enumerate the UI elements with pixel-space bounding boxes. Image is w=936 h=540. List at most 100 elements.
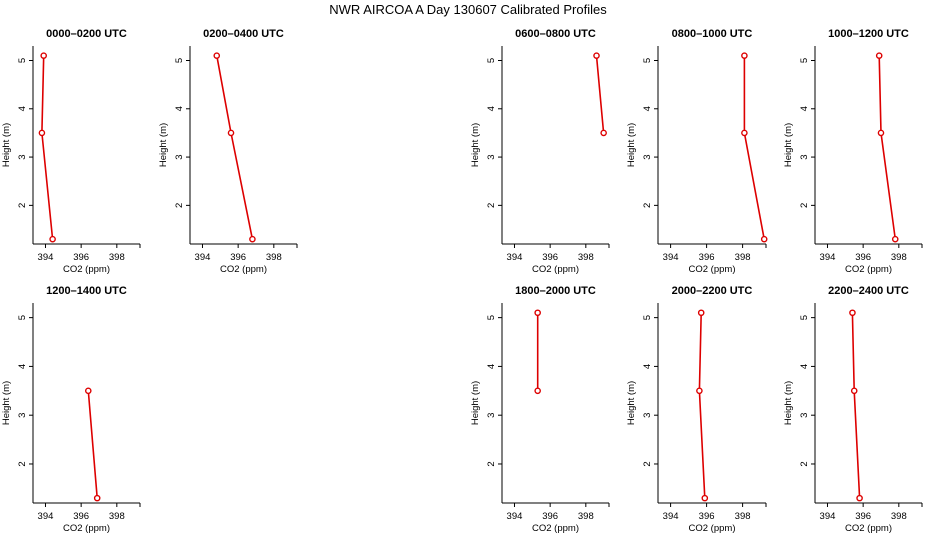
y-tick-label: 5	[17, 58, 28, 63]
x-axis-label: CO2 (ppm)	[63, 264, 110, 275]
panel-title: 0600–0800 UTC	[515, 28, 596, 40]
x-tick-label: 394	[663, 252, 679, 263]
y-tick-label: 2	[642, 461, 653, 466]
y-tick-label: 3	[799, 413, 810, 418]
x-tick-label: 398	[891, 252, 907, 263]
panel-title: 0000–0200 UTC	[46, 28, 127, 40]
x-tick-label: 398	[735, 511, 751, 522]
x-tick-label: 396	[855, 252, 871, 263]
y-axis-label: Height (m)	[626, 381, 637, 425]
x-tick-label: 394	[820, 252, 836, 263]
panels-group: 0000–0200 UTC 394 396 398 2 3 4 5 CO2 (ppm) Heigh…	[1, 28, 923, 534]
y-axis-label: Height (m)	[1, 123, 12, 167]
y-tick-label: 4	[642, 106, 653, 111]
data-point	[534, 387, 541, 395]
panel-title: 1000–1200 UTC	[828, 28, 909, 40]
y-tick-label: 5	[642, 315, 653, 320]
profile-line	[41, 55, 54, 240]
x-tick-label: 396	[230, 252, 246, 263]
data-point	[38, 129, 46, 137]
x-tick-label: 396	[855, 511, 871, 522]
y-tick-label: 5	[486, 315, 497, 320]
x-axis-label: CO2 (ppm)	[63, 523, 110, 534]
x-tick-label: 398	[266, 252, 282, 263]
panel-title: 1800–2000 UTC	[515, 285, 596, 297]
y-tick-label: 3	[17, 154, 28, 159]
y-tick-label: 2	[799, 461, 810, 466]
y-tick-label: 2	[174, 203, 185, 208]
x-axis-label: CO2 (ppm)	[689, 523, 736, 534]
x-axis-label: CO2 (ppm)	[532, 264, 579, 275]
y-axis-label: Height (m)	[626, 123, 637, 167]
y-tick-label: 3	[799, 154, 810, 159]
profile-line	[216, 55, 254, 240]
profile-panel: 2000–2200 UTC 394 396 398 2 3 4 5 CO2 (ppm) Heigh…	[626, 285, 767, 534]
profile-panel: 1800–2000 UTC 394 396 398 2 3 4 5 CO2 (ppm) Heigh…	[470, 285, 610, 534]
y-tick-label: 4	[799, 106, 810, 111]
profile-panel: 0600–0800 UTC 394 396 398 2 3 4 5 CO2 (ppm) Heigh…	[470, 28, 610, 275]
x-tick-label: 398	[109, 511, 125, 522]
profile-line	[87, 390, 98, 499]
x-axis-label: CO2 (ppm)	[220, 264, 267, 275]
data-point	[227, 129, 235, 137]
data-point	[84, 387, 92, 395]
data-point	[249, 235, 256, 243]
panel-title: 1200–1400 UTC	[46, 285, 127, 297]
data-point	[760, 235, 768, 243]
profile-line	[851, 312, 861, 499]
data-point	[49, 235, 56, 243]
y-tick-label: 4	[174, 106, 185, 111]
y-tick-label: 4	[642, 364, 653, 369]
y-axis-label: Height (m)	[470, 123, 481, 167]
profile-panel: 1200–1400 UTC 394 396 398 2 3 4 5 CO2 (ppm) Heigh…	[1, 285, 141, 534]
data-point	[701, 494, 709, 502]
y-tick-label: 5	[486, 58, 497, 63]
data-point	[696, 387, 703, 395]
data-point	[40, 52, 48, 59]
profile-panel: 1000–1200 UTC 394 396 398 2 3 4 5 CO2 (ppm) Heigh…	[783, 28, 923, 275]
panel-title: 2200–2400 UTC	[828, 285, 909, 297]
y-tick-label: 5	[799, 58, 810, 63]
data-point	[593, 52, 600, 59]
data-point	[600, 129, 607, 137]
y-tick-label: 2	[17, 461, 28, 466]
y-axis-label: Height (m)	[470, 381, 481, 425]
data-point	[93, 494, 101, 502]
y-tick-label: 2	[486, 461, 497, 466]
profile-line	[878, 55, 897, 240]
y-tick-label: 4	[486, 106, 497, 111]
y-tick-label: 3	[486, 413, 497, 418]
profile-panel: 2200–2400 UTC 394 396 398 2 3 4 5 CO2 (ppm) Heigh…	[783, 285, 923, 534]
y-axis-label: Height (m)	[158, 123, 169, 167]
data-point	[891, 235, 899, 243]
profile-panel: 0200–0400 UTC 394 396 398 2 3 4 5 CO2 (ppm) Heigh…	[158, 28, 298, 275]
data-point	[534, 309, 541, 317]
y-tick-label: 4	[486, 364, 497, 369]
x-tick-label: 394	[507, 511, 523, 522]
y-tick-label: 5	[174, 58, 185, 63]
data-point	[849, 309, 856, 317]
profile-line	[595, 55, 605, 133]
y-tick-label: 4	[799, 364, 810, 369]
x-tick-label: 396	[73, 252, 89, 263]
y-tick-label: 2	[486, 203, 497, 208]
profile-panel: 0000–0200 UTC 394 396 398 2 3 4 5 CO2 (ppm) Heigh…	[1, 28, 141, 275]
x-axis-label: CO2 (ppm)	[845, 523, 892, 534]
panel-title: 0800–1000 UTC	[672, 28, 753, 40]
y-tick-label: 5	[642, 58, 653, 63]
data-point	[877, 129, 885, 137]
x-tick-label: 396	[542, 511, 558, 522]
x-tick-label: 398	[735, 252, 751, 263]
x-axis-label: CO2 (ppm)	[845, 264, 892, 275]
y-tick-label: 5	[799, 315, 810, 320]
x-tick-label: 394	[38, 252, 54, 263]
data-point	[741, 129, 748, 137]
y-tick-label: 2	[642, 203, 653, 208]
data-point	[875, 52, 883, 59]
y-axis-label: Height (m)	[783, 381, 794, 425]
profile-panel: 0800–1000 UTC 394 396 398 2 3 4 5 CO2 (ppm) Heigh…	[626, 28, 768, 275]
y-tick-label: 2	[799, 203, 810, 208]
panel-title: 0200–0400 UTC	[203, 28, 284, 40]
figure-title: NWR AIRCOA A Day 130607 Calibrated Profi…	[329, 2, 607, 17]
